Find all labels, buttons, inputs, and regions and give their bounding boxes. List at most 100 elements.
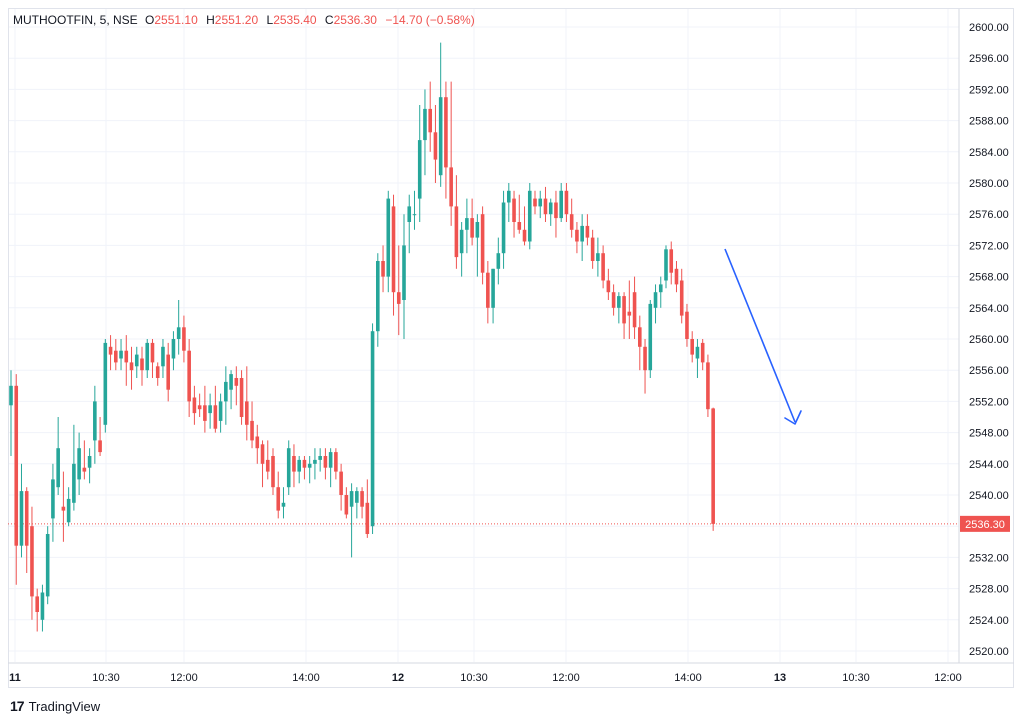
candle	[412, 190, 417, 230]
legend-close-value: 2536.30	[333, 13, 377, 27]
candle-body	[527, 190, 532, 242]
candle	[286, 440, 291, 495]
candle	[381, 245, 385, 293]
candle-body	[438, 97, 443, 176]
candle-body	[30, 526, 34, 597]
candle	[527, 183, 532, 250]
candle-body	[391, 206, 396, 293]
candle	[318, 448, 322, 472]
time-axis-tick-label: 10:30	[460, 672, 488, 684]
legend-high-label: H	[206, 13, 215, 27]
candle	[276, 471, 281, 519]
price-axis-tick-label: 2524.00	[969, 615, 1009, 627]
candle	[114, 339, 118, 371]
candle	[250, 401, 254, 449]
candle	[407, 194, 412, 254]
candle-body	[302, 459, 307, 468]
candle-body	[234, 378, 239, 386]
candle-body	[9, 385, 13, 406]
candle	[224, 366, 228, 425]
candle	[161, 339, 165, 378]
candle-body	[72, 463, 76, 503]
candle	[234, 366, 239, 406]
candle	[171, 331, 176, 371]
candle-body	[658, 284, 663, 293]
candle-body	[501, 202, 506, 254]
candle	[82, 440, 87, 480]
candle	[19, 463, 24, 558]
candle	[548, 198, 553, 226]
candle	[307, 456, 312, 484]
candle-body	[643, 346, 647, 371]
candle	[417, 105, 422, 222]
candle-body	[250, 420, 254, 441]
candle	[501, 190, 506, 269]
candle	[218, 393, 223, 433]
price-axis-tick-label: 2596.00	[969, 53, 1009, 65]
trend-arrow-shaft[interactable]	[724, 248, 796, 423]
candle-body	[433, 132, 438, 160]
candle-body	[155, 366, 160, 378]
last-price-box	[960, 515, 1010, 532]
candle-body	[98, 440, 102, 453]
candle-body	[538, 198, 543, 207]
candle-body	[93, 401, 97, 441]
candle	[543, 186, 548, 222]
candle	[486, 261, 490, 324]
price-axis-tick-label: 2532.00	[969, 552, 1009, 564]
candle	[245, 366, 249, 441]
candle-body	[61, 506, 66, 511]
candle-body	[407, 206, 412, 222]
candle	[391, 194, 396, 316]
candle	[538, 190, 543, 219]
candle-body	[134, 354, 139, 367]
trend-arrow-head[interactable]	[784, 410, 802, 425]
candle	[334, 448, 338, 480]
candle-body	[197, 405, 202, 410]
candle	[564, 183, 569, 222]
candle	[229, 370, 233, 410]
price-axis-tick-label: 2520.00	[969, 646, 1009, 658]
candle-body	[187, 350, 191, 402]
candle-body	[590, 237, 595, 261]
candle-body	[412, 214, 417, 216]
candle-body	[695, 346, 700, 359]
candle-body	[711, 408, 715, 524]
legend-open-value: 2551.10	[154, 13, 198, 27]
candle-body	[548, 202, 553, 215]
candle-body	[35, 596, 39, 612]
trend-arrow[interactable]	[724, 248, 802, 425]
candle	[271, 448, 275, 495]
candle-body	[706, 362, 710, 410]
candle-body	[653, 292, 658, 308]
candle	[685, 303, 689, 347]
tradingview-branding[interactable]: 17 TradingView	[10, 698, 100, 714]
candle	[376, 253, 380, 347]
time-axis-tick-label: 12:00	[552, 672, 580, 684]
candle-body	[56, 448, 60, 488]
price-axis-tick-label: 2568.00	[969, 272, 1009, 284]
legend-high-value: 2551.20	[214, 13, 259, 27]
candle	[360, 487, 364, 519]
time-axis-tick-label: 12	[392, 672, 404, 684]
candle-body	[208, 405, 212, 414]
candle-body	[40, 592, 45, 620]
candle-body	[606, 280, 611, 293]
candle-body	[580, 225, 584, 242]
candle-body	[402, 245, 406, 300]
candle-body	[360, 491, 364, 507]
candle-body	[669, 249, 674, 273]
candle	[622, 292, 626, 339]
candle	[449, 81, 453, 226]
candle	[203, 385, 207, 433]
legend-change-value: −14.70 (−0.58%)	[385, 13, 475, 27]
price-axis-tick-label: 2548.00	[969, 428, 1009, 440]
candle-body	[632, 292, 637, 328]
candle-body	[87, 456, 92, 468]
candle	[297, 456, 301, 484]
candle-body	[465, 218, 469, 230]
time-axis-tick-label: 11	[9, 672, 21, 684]
candle	[40, 584, 45, 632]
candle	[77, 432, 81, 495]
